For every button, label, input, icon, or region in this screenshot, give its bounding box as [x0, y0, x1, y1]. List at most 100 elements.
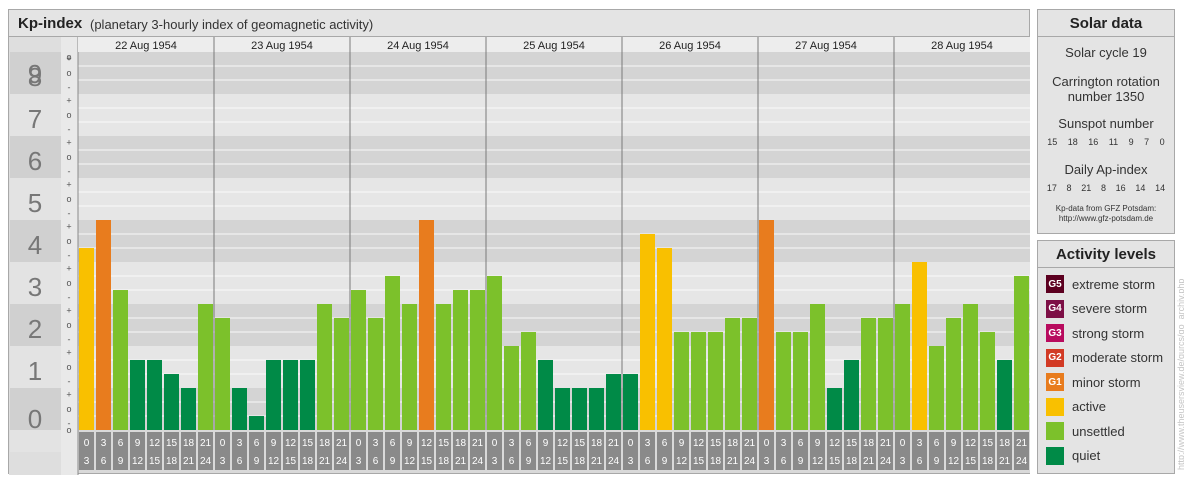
interval-end-label: 6: [781, 456, 787, 467]
y-tick-label: 2: [28, 314, 42, 344]
interval-start-label: 18: [591, 438, 603, 449]
kp-bar: [334, 317, 349, 430]
legend-swatch: G4: [1046, 299, 1064, 318]
interval-cell: [96, 432, 111, 470]
interval-start-label: 21: [336, 438, 348, 449]
interval-cell: [521, 432, 536, 470]
thirds-label: o: [66, 236, 71, 246]
interval-start-label: 15: [302, 438, 314, 449]
interval-end-label: 18: [846, 456, 858, 467]
kp-bar: [300, 359, 315, 430]
thirds-label: +: [66, 137, 71, 147]
kp-bar: [810, 304, 825, 430]
kp-bar: [436, 304, 451, 430]
interval-start-label: 12: [421, 438, 433, 449]
interval-end-label: 24: [200, 456, 212, 467]
interval-end-label: 15: [557, 456, 569, 467]
interval-start-label: 18: [999, 438, 1011, 449]
interval-cell: [844, 432, 859, 470]
interval-end-label: 15: [829, 456, 841, 467]
kp-bar: [742, 317, 757, 430]
legend-item: quiet: [1046, 446, 1100, 466]
sunspot-value: 11: [1108, 137, 1119, 147]
chart-subtitle: (planetary 3-hourly index of geomagnetic…: [90, 17, 374, 32]
interval-end-label: 15: [965, 456, 977, 467]
interval-cell: [283, 432, 298, 470]
interval-start-label: 0: [220, 438, 226, 449]
y-band: [10, 178, 61, 220]
carrington-line-2: number 1350: [1067, 89, 1145, 104]
legend-label: severe storm: [1072, 301, 1148, 316]
interval-end-label: 3: [492, 456, 498, 467]
kp-bar: [657, 248, 672, 430]
plot-band: [78, 94, 1030, 136]
interval-cell: [776, 432, 791, 470]
day-label: 25 Aug 1954: [523, 40, 585, 52]
thirds-label: +: [66, 389, 71, 399]
kp-bar: [147, 359, 162, 430]
interval-start-label: 0: [900, 438, 906, 449]
legend-item: G1 minor storm: [1046, 372, 1141, 392]
kp-bar: [980, 332, 995, 430]
interval-end-label: 12: [540, 456, 552, 467]
kp-bar: [419, 220, 434, 430]
kp-bar: [946, 317, 961, 430]
interval-end-label: 18: [710, 456, 722, 467]
ap-value: 8: [1066, 183, 1072, 193]
plot-band: [78, 136, 1030, 178]
day-label: 28 Aug 1954: [931, 40, 993, 52]
interval-cell: [810, 432, 825, 470]
interval-cell: [742, 432, 757, 470]
kp-bar: [266, 359, 281, 430]
sunspot-value: 16: [1088, 137, 1099, 147]
kp-bar: [861, 317, 876, 430]
kp-bar: [623, 374, 638, 430]
thirds-label: o: [66, 362, 71, 372]
interval-end-label: 9: [798, 456, 804, 467]
y-band: [10, 430, 61, 452]
sunspot-value: 15: [1047, 137, 1058, 147]
legend-label: extreme storm: [1072, 276, 1156, 292]
interval-end-label: 9: [934, 456, 940, 467]
interval-start-label: 15: [710, 438, 722, 449]
interval-start-label: 9: [271, 438, 277, 449]
interval-end-label: 18: [302, 456, 314, 467]
ap-value: 16: [1115, 183, 1126, 193]
interval-end-label: 15: [285, 456, 297, 467]
interval-end-label: 12: [404, 456, 416, 467]
interval-start-label: 9: [407, 438, 413, 449]
y-tick-label: 3: [28, 272, 42, 302]
y-tick-label: 9: [28, 59, 42, 89]
interval-start-label: 15: [846, 438, 858, 449]
interval-end-label: 24: [1016, 456, 1028, 467]
activity-panel-title: Activity levels: [1038, 241, 1174, 268]
thirds-column: [61, 37, 78, 475]
interval-cell: [130, 432, 145, 470]
interval-start-label: 9: [951, 438, 957, 449]
kp-bar: [487, 275, 502, 430]
interval-start-label: 18: [727, 438, 739, 449]
sunspot-value: 0: [1159, 137, 1165, 147]
legend-label: active: [1072, 399, 1106, 414]
kp-bar: [96, 220, 111, 430]
kp-bar: [708, 332, 723, 430]
interval-cell: [963, 432, 978, 470]
interval-start-label: 12: [149, 438, 161, 449]
kp-bar: [844, 359, 859, 430]
interval-cell: [980, 432, 995, 470]
interval-cell: [504, 432, 519, 470]
legend-swatch: G5: [1046, 275, 1064, 293]
interval-cell: [912, 432, 927, 470]
interval-cell: [997, 432, 1012, 470]
y-band: [10, 388, 61, 430]
legend-swatch: G2: [1046, 348, 1064, 367]
interval-start-label: 6: [118, 438, 124, 449]
interval-cell: [1014, 432, 1029, 470]
interval-end-label: 3: [356, 456, 362, 467]
thirds-label: +: [66, 221, 71, 231]
kp-bar: [929, 346, 944, 430]
y-band: [10, 94, 61, 136]
kp-bar: [963, 304, 978, 430]
thirds-label: o: [66, 278, 71, 288]
thirds-label: -: [68, 209, 71, 219]
